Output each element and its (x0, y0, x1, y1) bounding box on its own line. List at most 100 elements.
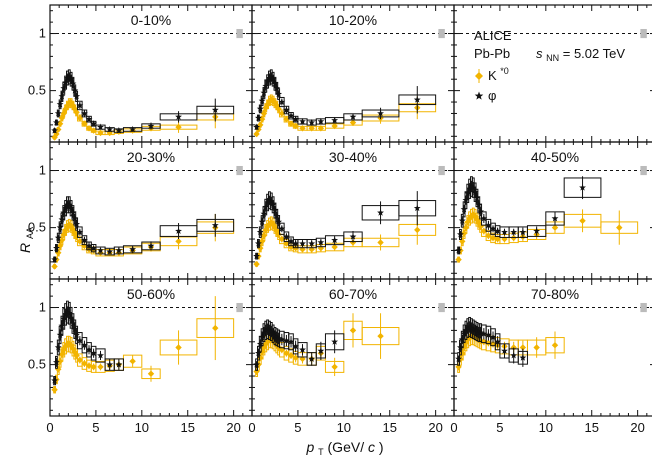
phi-point (258, 333, 266, 341)
phi-point (65, 201, 73, 208)
kstar-point (53, 130, 60, 138)
phi-point (97, 246, 104, 254)
kstar-point (55, 249, 62, 256)
phi-point (457, 230, 464, 238)
norm-uncertainty-box (438, 165, 445, 176)
kstar-point (58, 236, 66, 244)
kstar-point (81, 242, 88, 250)
phi-point (106, 125, 114, 133)
kstar-point (212, 324, 219, 332)
kstar-point (147, 370, 155, 377)
phi-point (90, 120, 98, 127)
phi-point (255, 240, 262, 247)
phi-point (260, 210, 268, 217)
kstar-point (51, 263, 58, 270)
phi-point (71, 325, 79, 333)
phi-point (271, 80, 279, 87)
phi-sys-box (283, 105, 290, 115)
phi-point (489, 225, 497, 232)
centrality-label: 30-40% (329, 149, 377, 165)
phi-point (255, 114, 262, 121)
phi-point (129, 125, 137, 133)
x-tick-label: 0 (450, 420, 457, 435)
phi-point (76, 228, 84, 236)
centrality-label: 40-50% (531, 149, 579, 165)
phi-point (81, 109, 88, 117)
kstar-point (377, 332, 384, 340)
phi-point (413, 204, 421, 212)
legend-kstar-sup: *0 (500, 66, 509, 76)
phi-sys-box (77, 100, 83, 111)
y-axis-title-main: R (17, 243, 33, 253)
phi-point (299, 117, 306, 125)
phi-point (256, 105, 264, 112)
phi-point (67, 75, 75, 83)
phi-sys-box (81, 235, 88, 246)
phi-point (115, 246, 123, 254)
phi-point (58, 92, 66, 100)
x-axis-title-main: p (305, 439, 314, 455)
panel-series (253, 313, 400, 377)
kstar-point (253, 368, 260, 375)
phi-point (67, 204, 75, 212)
phi-point (510, 228, 518, 236)
centrality-label: 70-80% (531, 286, 579, 302)
kstar-point (253, 130, 260, 138)
norm-uncertainty-box (438, 302, 445, 313)
kstar-point (81, 360, 88, 367)
kstar-point (494, 235, 501, 243)
x-tick-label: 15 (382, 420, 396, 435)
kstar-point (56, 358, 64, 365)
phi-point (471, 188, 479, 196)
phi-point (267, 197, 275, 205)
kstar-point (175, 344, 182, 351)
phi-point (464, 324, 472, 331)
legend-energy-symbol: s (536, 46, 543, 61)
phi-point (349, 113, 357, 120)
phi-point (65, 73, 73, 80)
y-axis-title: R AA (17, 227, 35, 253)
kstar-point (485, 232, 492, 239)
legend: ALICE Pb-Pb s NN = 5.02 TeV K *0 φ (474, 28, 625, 103)
phi-point (106, 361, 114, 368)
phi-point (56, 100, 64, 108)
phi-point (147, 122, 155, 129)
norm-uncertainty-box (438, 28, 445, 39)
phi-point (455, 246, 463, 254)
norm-uncertainty-box (640, 28, 647, 39)
phi-point (56, 331, 64, 338)
phi-point (317, 347, 325, 354)
phi-point (81, 236, 88, 244)
phi-point (283, 106, 290, 113)
kstar-point (51, 386, 58, 393)
x-tick-label: 5 (496, 420, 503, 435)
kstar-point (73, 109, 80, 116)
phi-point (266, 74, 273, 81)
phi-point (266, 196, 273, 204)
centrality-label: 20-30% (127, 149, 175, 165)
phi-point (253, 252, 261, 260)
kstar-point (308, 125, 315, 132)
phi-point (287, 112, 295, 119)
phi-point (477, 208, 485, 215)
phi-sys-box (297, 342, 308, 358)
legend-kstar-main: K (488, 68, 497, 83)
phi-point (56, 224, 64, 231)
kstar-point (331, 363, 338, 371)
kstar-point (579, 217, 586, 224)
phi-point (54, 343, 62, 351)
phi-point (60, 315, 68, 322)
phi-point (471, 326, 479, 334)
phi-point (292, 240, 300, 247)
kstar-point (283, 350, 290, 357)
phi-point (64, 308, 71, 316)
phi-point (51, 126, 59, 134)
phi-point (53, 358, 60, 366)
phi-point (275, 334, 283, 342)
x-axis-title: p T (GeV/ c ) (305, 439, 383, 458)
phi-point (115, 126, 123, 134)
phi-point (260, 89, 268, 96)
phi-point (287, 237, 295, 245)
phi-point (287, 338, 295, 345)
kstar-point (67, 223, 75, 230)
